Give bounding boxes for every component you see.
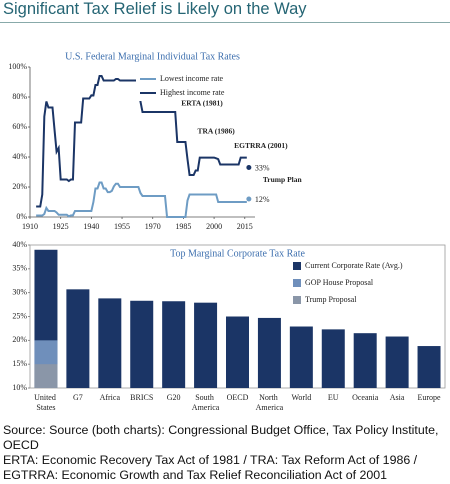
x-tick-label: G7 xyxy=(73,393,83,402)
series-line xyxy=(36,75,247,208)
x-tick-label: OECD xyxy=(227,393,249,402)
bar xyxy=(34,364,58,388)
trump-plan-value-label: 33% xyxy=(255,163,270,172)
page-title: Significant Tax Relief is Likely on the … xyxy=(3,0,307,18)
annotation: TRA (1986) xyxy=(197,127,235,136)
bar xyxy=(66,289,90,388)
y-tick-label: 100% xyxy=(8,62,27,71)
x-tick-label: 2015 xyxy=(237,222,253,231)
bar xyxy=(130,300,154,388)
title-rule xyxy=(0,22,450,23)
bar xyxy=(98,298,122,388)
x-tick-label: BRICS xyxy=(130,393,153,402)
legend-label: Highest income rate xyxy=(160,88,225,97)
x-tick-label: G20 xyxy=(167,393,181,402)
annotation: EGTRRA (2001) xyxy=(234,141,288,150)
bar xyxy=(353,333,377,388)
trump-plan-value-label: 12% xyxy=(255,195,270,204)
bar xyxy=(385,336,409,388)
legend-label: Trump Proposal xyxy=(305,295,357,304)
x-tick-label: Europe xyxy=(417,393,441,402)
y-tick-label: 20% xyxy=(12,335,27,344)
x-tick-label: World xyxy=(291,393,311,402)
chart-title: U.S. Federal Marginal Individual Tax Rat… xyxy=(65,51,240,62)
x-tick-label: Africa xyxy=(100,393,121,402)
series-line xyxy=(36,181,247,218)
x-tick-label: 1985 xyxy=(175,222,191,231)
trump-plan-label: Trump Plan xyxy=(263,175,303,184)
bar xyxy=(257,317,281,388)
x-tick-label: 1955 xyxy=(114,222,130,231)
x-tick-label: 2000 xyxy=(206,222,222,231)
y-tick-label: 25% xyxy=(12,311,27,320)
legend-label: GOP House Proposal xyxy=(305,278,374,287)
bar xyxy=(321,329,345,388)
x-tick-label: North America xyxy=(256,393,284,412)
y-tick-label: 10% xyxy=(12,383,27,392)
x-tick-label: 1910 xyxy=(22,222,38,231)
legend-swatch xyxy=(293,296,301,304)
x-tick-label: 1940 xyxy=(83,222,99,231)
y-tick-label: 40% xyxy=(12,240,27,249)
x-tick-label: EU xyxy=(328,393,339,402)
x-tick-label: United States xyxy=(34,393,58,412)
legend-label: Current Corporate Rate (Avg.) xyxy=(305,261,403,270)
y-tick-label: 35% xyxy=(12,264,27,273)
source-note: Source: Source (both charts): Congressio… xyxy=(3,423,439,452)
legend-swatch xyxy=(293,279,301,287)
trump-plan-point xyxy=(246,196,252,202)
y-tick-label: 0% xyxy=(16,212,27,221)
y-tick-label: 80% xyxy=(12,92,27,101)
y-tick-label: 30% xyxy=(12,287,27,296)
charts: U.S. Federal Marginal Individual Tax Rat… xyxy=(8,51,446,412)
bar xyxy=(194,302,218,388)
y-tick-label: 60% xyxy=(12,122,27,131)
y-tick-label: 20% xyxy=(12,182,27,191)
x-tick-label: 1970 xyxy=(145,222,161,231)
bar xyxy=(417,346,441,388)
x-tick-label: Asia xyxy=(390,393,405,402)
legend-label: Lowest income rate xyxy=(160,74,224,83)
y-tick-label: 15% xyxy=(12,359,27,368)
abbreviation-note: ERTA: Economic Recovery Tax Act of 1981 … xyxy=(3,453,418,482)
chart-title: Top Marginal Corporate Tax Rate xyxy=(170,248,305,259)
legend-swatch xyxy=(293,262,301,270)
x-tick-label: Oceania xyxy=(352,393,379,402)
bar xyxy=(289,326,313,388)
x-tick-label: South America xyxy=(192,393,220,412)
notes: Source: Source (both charts): Congressio… xyxy=(3,423,449,483)
bar xyxy=(162,301,186,388)
y-tick-label: 40% xyxy=(12,152,27,161)
legend-box xyxy=(136,71,252,101)
bar xyxy=(226,316,249,388)
x-tick-label: 1925 xyxy=(53,222,69,231)
annotation: ERTA (1981) xyxy=(181,99,223,108)
trump-plan-point xyxy=(246,165,252,170)
